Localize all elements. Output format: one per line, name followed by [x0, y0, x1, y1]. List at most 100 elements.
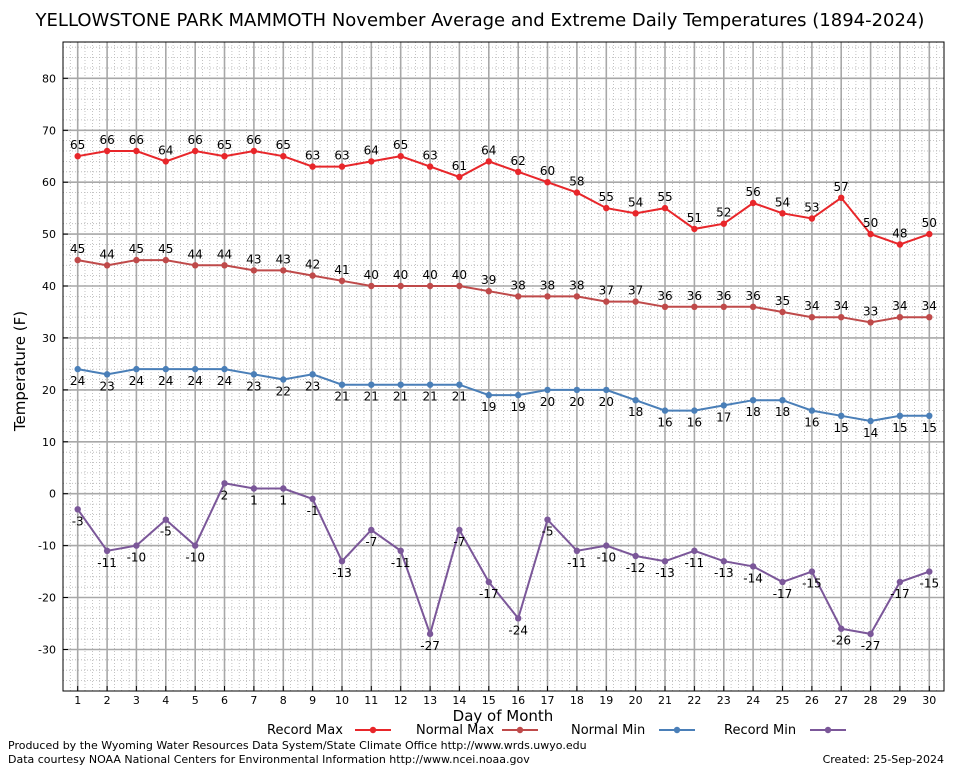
data-label-normal-min: 24 [217, 374, 232, 388]
data-point-record-min [250, 485, 258, 492]
data-point-record-max [515, 168, 522, 175]
data-label-record-min: -11 [567, 556, 587, 570]
data-label-normal-max: 37 [628, 284, 643, 298]
data-label-normal-max: 40 [452, 268, 467, 282]
data-label-normal-max: 36 [687, 289, 702, 303]
data-point-normal-max [250, 267, 258, 274]
x-tick-label: 18 [570, 694, 584, 707]
data-label-normal-min: 15 [892, 421, 907, 435]
data-point-normal-max [133, 256, 140, 264]
data-point-normal-min [603, 386, 610, 394]
legend-marker-normal-max [516, 726, 524, 734]
data-point-normal-min [779, 397, 786, 404]
data-point-record-min [397, 547, 404, 554]
data-point-normal-min [867, 417, 874, 425]
data-label-normal-max: 34 [892, 299, 907, 313]
series-line-record-max [77, 149, 930, 246]
data-point-normal-max [603, 298, 610, 305]
data-point-normal-max [808, 314, 816, 321]
data-label-record-min: -1 [307, 504, 319, 518]
data-label-normal-max: 44 [188, 247, 203, 261]
y-tick-label: 10 [42, 436, 56, 449]
data-point-normal-max [103, 262, 111, 269]
data-label-normal-max: 34 [834, 299, 849, 313]
data-label-normal-max: 44 [99, 247, 114, 261]
data-label-record-min: -14 [743, 571, 763, 585]
data-point-normal-max [280, 267, 287, 274]
data-point-normal-min [515, 391, 522, 399]
data-label-record-max: 54 [628, 195, 643, 209]
data-point-normal-max [867, 319, 874, 326]
data-label-record-max: 53 [804, 201, 819, 215]
x-tick-label: 1 [74, 694, 81, 707]
data-label-record-max: 48 [892, 227, 907, 241]
data-point-normal-max [192, 262, 199, 269]
data-label-record-min: -26 [831, 634, 851, 648]
data-point-record-max [162, 158, 169, 165]
data-point-normal-max [896, 314, 904, 321]
series-line-normal-min [77, 368, 930, 423]
data-point-normal-max [309, 272, 316, 279]
data-point-normal-min [808, 407, 816, 414]
data-point-record-min [162, 516, 169, 523]
data-point-normal-min [397, 381, 404, 388]
data-point-record-max [926, 230, 933, 238]
data-point-normal-min [926, 412, 933, 419]
x-tick-label: 8 [280, 694, 287, 707]
data-label-record-min: -27 [420, 639, 440, 653]
data-point-normal-min [192, 365, 199, 373]
data-label-record-min: -7 [365, 535, 377, 549]
data-point-normal-max [221, 262, 228, 269]
data-label-record-min: -11 [97, 556, 117, 570]
data-label-record-max: 60 [540, 164, 555, 178]
data-point-record-min [926, 568, 933, 575]
data-point-normal-min [456, 381, 463, 388]
data-label-record-min: 1 [250, 494, 258, 508]
x-tick-label: 23 [717, 694, 731, 707]
data-point-normal-max [338, 277, 346, 284]
data-label-normal-min: 24 [70, 374, 85, 388]
data-point-normal-min [280, 376, 287, 383]
data-label-record-max: 64 [158, 143, 173, 157]
data-point-record-max [368, 158, 375, 165]
legend-marker-record-min [824, 726, 832, 734]
data-label-record-min: -5 [542, 525, 554, 539]
data-label-record-min: -5 [160, 525, 172, 539]
data-label-normal-max: 40 [422, 268, 437, 282]
chart-title: YELLOWSTONE PARK MAMMOTH November Averag… [35, 10, 925, 31]
data-point-record-max [309, 163, 316, 170]
data-point-normal-min [573, 386, 581, 394]
data-point-record-min [544, 516, 551, 523]
data-point-normal-max [515, 293, 522, 300]
data-label-record-max: 66 [188, 133, 203, 147]
plot-frame [62, 41, 945, 692]
data-point-record-min [691, 547, 698, 554]
data-label-normal-min: 21 [364, 390, 379, 404]
data-point-record-min [896, 578, 904, 586]
data-label-record-min: -10 [185, 551, 205, 565]
data-label-record-max: 66 [99, 133, 114, 147]
data-point-record-min [456, 526, 463, 534]
data-point-record-max [808, 215, 816, 222]
data-point-normal-min [544, 386, 551, 394]
data-label-record-max: 52 [716, 206, 731, 220]
data-label-normal-max: 38 [540, 278, 555, 292]
data-point-record-min [309, 495, 316, 503]
data-point-record-min [426, 630, 434, 638]
data-point-normal-min [749, 397, 757, 404]
data-point-record-min [808, 568, 816, 575]
data-label-record-max: 64 [481, 143, 496, 157]
data-point-record-max [397, 153, 404, 160]
data-label-record-min: -17 [890, 587, 910, 601]
data-label-record-max: 63 [422, 149, 437, 163]
x-tick-label: 10 [335, 694, 349, 707]
data-point-normal-min [309, 371, 316, 378]
legend-label-record-max: Record Max [267, 723, 343, 738]
x-tick-label: 13 [423, 694, 437, 707]
data-label-record-max: 54 [775, 195, 790, 209]
data-label-record-max: 55 [599, 190, 614, 204]
data-point-record-max [661, 204, 669, 212]
data-label-normal-max: 44 [217, 247, 232, 261]
data-point-record-min [280, 485, 287, 492]
